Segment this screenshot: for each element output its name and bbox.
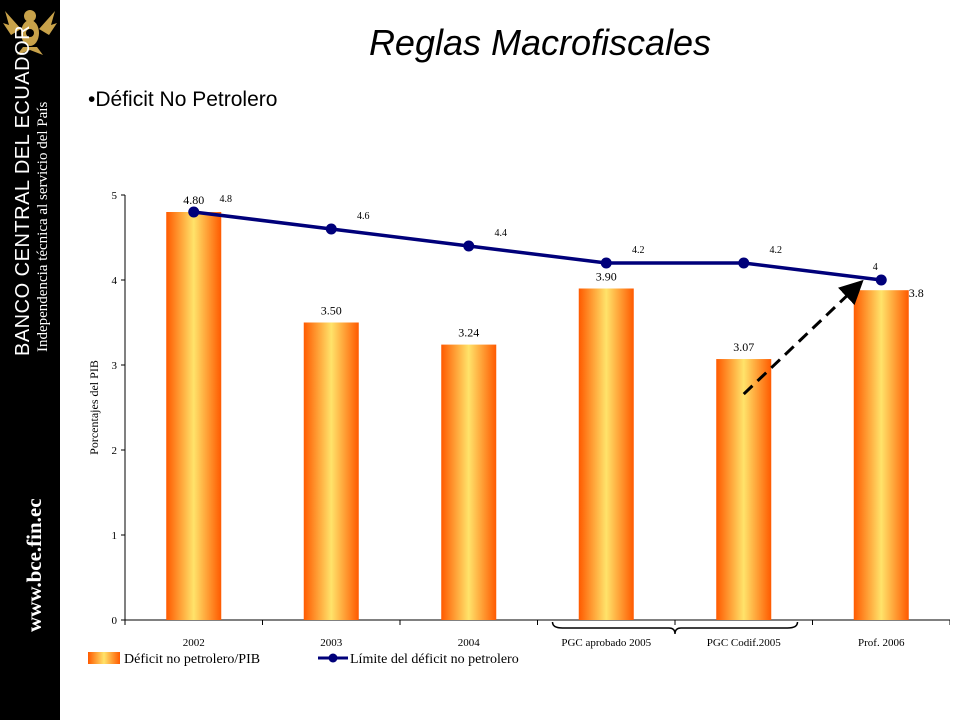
bar-series (166, 212, 909, 620)
y-tick-label: 4 (112, 275, 118, 287)
limit-point-pgc-codif-2005 (738, 257, 750, 269)
limit-point-2004 (463, 240, 475, 252)
y-tick-label: 2 (112, 445, 118, 457)
x-tick-label: 2002 (183, 637, 205, 649)
line-series (188, 206, 887, 286)
limit-value-label: 4.2 (632, 245, 645, 256)
bar-pgc-codif-2005 (716, 359, 772, 620)
bar-pgc-aprobado-2005 (578, 288, 634, 620)
y-tick-label: 5 (112, 190, 118, 202)
bar-2004 (441, 344, 497, 620)
limit-point-prof-2006 (875, 274, 887, 286)
bar-prof-2006 (853, 290, 909, 620)
bar-2002 (166, 212, 222, 620)
bank-url-link[interactable]: www.bce.fin.ec (22, 498, 46, 632)
sidebar: BANCO CENTRAL DEL ECUADOR Independencia … (0, 0, 60, 720)
legend-line-marker (328, 653, 338, 663)
chart-axes: 0 1 2 3 4 5 2002 2003 2004 PGC aprobado 2005 PGC C… (87, 190, 950, 649)
bar-value-label: 3.8 (909, 286, 924, 300)
bar-2003 (303, 322, 359, 620)
x-tick-label: 2004 (458, 637, 481, 649)
bank-name: BANCO CENTRAL DEL ECUADOR (12, 24, 34, 356)
chart-labels: 4.80 3.50 3.24 3.90 3.07 3.8 4.8 4.6 4.4 4.2 4.2 4 (183, 193, 924, 354)
bar-value-label: 4.80 (183, 193, 204, 207)
legend-line-label: Límite del déficit no petrolero (350, 652, 519, 667)
legend-bar-label: Déficit no petrolero/PIB (124, 652, 260, 667)
limit-value-label: 4.4 (495, 228, 508, 239)
bar-value-label: 3.50 (321, 304, 342, 318)
bank-tagline: Independencia técnica al servicio del Pa… (35, 101, 51, 352)
chart-legend: Déficit no petrolero/PIB Límite del défic… (88, 652, 519, 667)
chart-annotations (551, 279, 864, 635)
bar-value-label: 3.07 (733, 340, 754, 354)
x-tick-label: PGC Codif.2005 (707, 637, 781, 649)
limit-value-label: 4.2 (770, 245, 783, 256)
y-axis-label: Porcentajes del PIB (87, 360, 101, 455)
slide-title: Reglas Macrofiscales (368, 22, 712, 63)
limit-value-label: 4.8 (220, 194, 233, 205)
slide-bullet: •Déficit No Petrolero (88, 88, 278, 111)
y-tick-label: 1 (112, 530, 118, 542)
limit-point-2002 (188, 206, 200, 218)
legend-bar-swatch (88, 652, 120, 664)
limit-value-label: 4 (873, 262, 878, 273)
x-tick-label: 2003 (320, 637, 343, 649)
y-tick-label: 3 (112, 360, 118, 372)
limit-point-pgc-aprobado-2005 (600, 257, 612, 269)
pgc-brace (551, 621, 799, 635)
y-tick-label: 0 (112, 615, 118, 627)
bar-value-label: 3.24 (458, 326, 479, 340)
limit-line (193, 210, 882, 282)
limit-value-label: 4.6 (357, 211, 370, 222)
x-tick-label: PGC aprobado 2005 (561, 637, 651, 649)
eagle-crest-logo (3, 10, 57, 55)
bar-value-label: 3.90 (596, 270, 617, 284)
x-tick-label: Prof. 2006 (858, 637, 905, 649)
trend-arrow (742, 279, 864, 396)
deficit-chart: 0 1 2 3 4 5 2002 2003 2004 PGC aprobado 2005 PGC C… (87, 190, 950, 667)
limit-point-2003 (325, 223, 337, 235)
